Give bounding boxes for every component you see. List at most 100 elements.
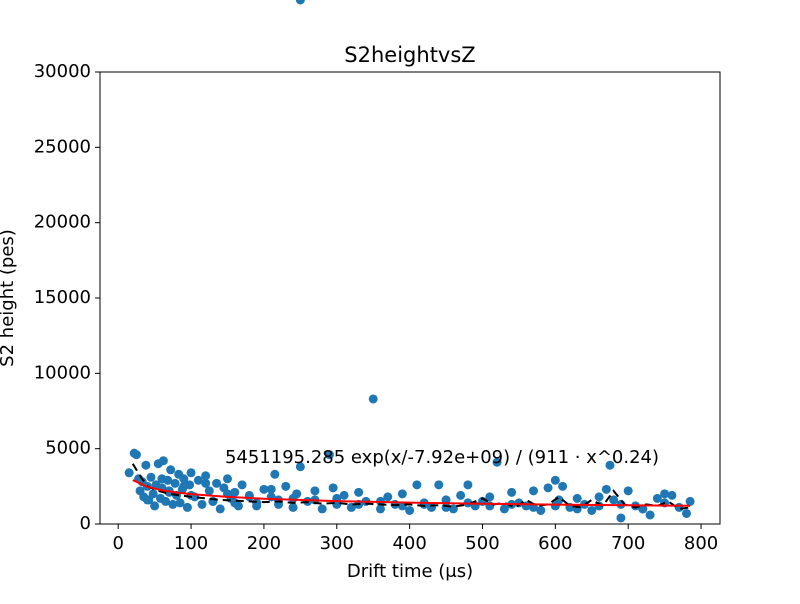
y-tick-label: 5000 [45,438,91,459]
scatter-point [150,501,160,511]
scatter-point [674,502,684,512]
scatter-point [667,490,677,500]
scatter-point [558,481,568,491]
scatter-point [434,480,444,490]
scatter-point [288,502,298,512]
scatter-point [166,465,176,475]
scatter-point [485,492,495,502]
scatter-point [212,478,222,488]
scatter-point [616,513,626,523]
scatter-point [499,504,509,514]
scatter-point [197,499,207,509]
scatter-point [660,489,670,499]
y-tick-label: 15000 [34,287,91,308]
scatter-point [244,492,254,502]
scatter-point [266,484,276,494]
scatter-point [146,472,156,482]
scatter-point [324,450,334,460]
scatter-point [368,394,378,404]
plot-frame [99,71,721,525]
scatter-point [536,505,546,515]
scatter-point [124,468,134,478]
y-tick-label: 0 [80,513,91,534]
chart-title: S2heightvsZ [344,43,475,67]
scatter-point [295,0,305,5]
x-tick-label: 100 [174,533,208,554]
scatter-point [259,484,269,494]
x-tick-label: 800 [684,533,718,554]
scatter-point [623,486,633,496]
scatter-point [492,457,502,467]
scatter-point [681,508,691,518]
x-axis-label: Drift time (μs) [347,561,473,582]
scatter-point [383,492,393,502]
scatter-point [507,487,517,497]
scatter-point [528,486,538,496]
scatter-point [186,468,196,478]
scatter-point [601,484,611,494]
scatter-point [397,501,407,511]
scatter-point [142,495,152,505]
scatter-point [594,492,604,502]
x-tick-label: 300 [320,533,354,554]
scatter-point [252,501,262,511]
scatter-point [230,487,240,497]
scatter-point [170,478,180,488]
scatter-point [441,502,451,512]
y-tick-label: 10000 [34,362,91,383]
scatter-point [148,489,158,499]
scatter-point [543,483,553,493]
scatter-point [157,474,167,484]
x-tick-label: 700 [611,533,645,554]
fit-annotation: 5451195.285 exp(x/-7.92e+09) / (911 · x^… [225,447,659,468]
scatter-point [201,471,211,481]
scatter-point [605,460,615,470]
scatter-point [204,486,214,496]
scatter-point [405,505,415,515]
scatter-point [281,481,291,491]
fit-curve [132,479,691,507]
scatter-point [179,474,189,484]
x-tick-label: 0 [112,533,123,554]
scatter-point [295,462,305,472]
y-tick-label: 25000 [34,136,91,157]
scatter-point [215,504,225,514]
scatter-point [310,486,320,496]
scatter-point [161,496,171,506]
x-tick-label: 200 [247,533,281,554]
scatter-point [230,498,240,508]
scatter-point [550,475,560,485]
scatter-point [412,480,422,490]
profile-line [131,463,691,510]
x-tick-label: 400 [392,533,426,554]
scatter-point [685,496,695,506]
scatter-point [652,493,662,503]
scatter-point [463,480,473,490]
scatter-point [175,498,185,508]
scatter-point [141,460,151,470]
scatter-point [397,489,407,499]
scatter-point [222,474,232,484]
x-tick-label: 500 [465,533,499,554]
scatter-point [237,480,247,490]
scatter-point [572,493,582,503]
scatter-point [609,495,619,505]
scatter-point [587,505,597,515]
scatter-point [339,490,349,500]
y-tick-label: 30000 [34,61,91,82]
scatter-point [182,502,192,512]
x-tick-label: 600 [538,533,572,554]
scatter-point [354,487,364,497]
scatter-point [638,504,648,514]
scatter-point [317,504,327,514]
scatter-point [179,481,189,491]
y-axis-label: S2 height (pes) [0,229,18,367]
scatter-point [270,469,280,479]
scatter-point [419,499,429,509]
scatter-point [168,499,178,509]
scatter-point [328,483,338,493]
scatter-point [288,493,298,503]
scatter-point [201,478,211,488]
scatter-point [645,510,655,520]
scatter-point [193,475,203,485]
